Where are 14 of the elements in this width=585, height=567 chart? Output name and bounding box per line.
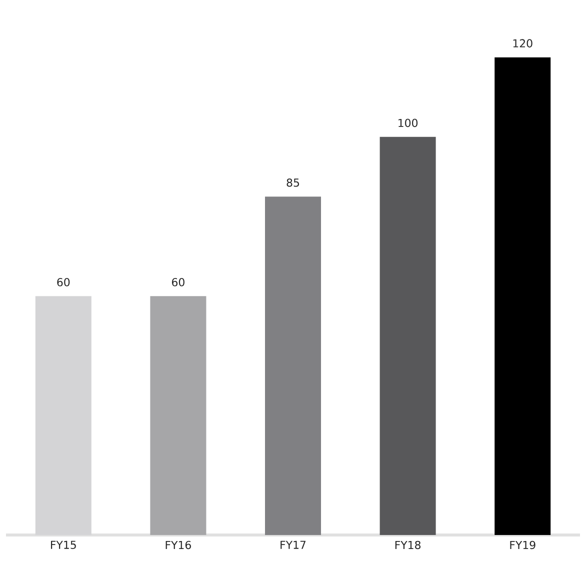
bar <box>265 196 322 535</box>
bar <box>150 296 206 535</box>
data-label: 85 <box>286 178 300 187</box>
data-label: 100 <box>398 118 418 128</box>
bar <box>494 57 551 535</box>
x-tick-label: FY17 <box>280 540 306 549</box>
x-tick-label: FY15 <box>51 540 76 549</box>
data-label: 60 <box>57 278 70 286</box>
x-tick-label: FY16 <box>166 540 191 550</box>
data-label: 60 <box>172 278 184 286</box>
x-tick-label: FY18 <box>395 540 421 550</box>
data-label: 120 <box>513 39 532 48</box>
bar <box>380 136 436 535</box>
x-tick-label: FY19 <box>510 540 536 550</box>
